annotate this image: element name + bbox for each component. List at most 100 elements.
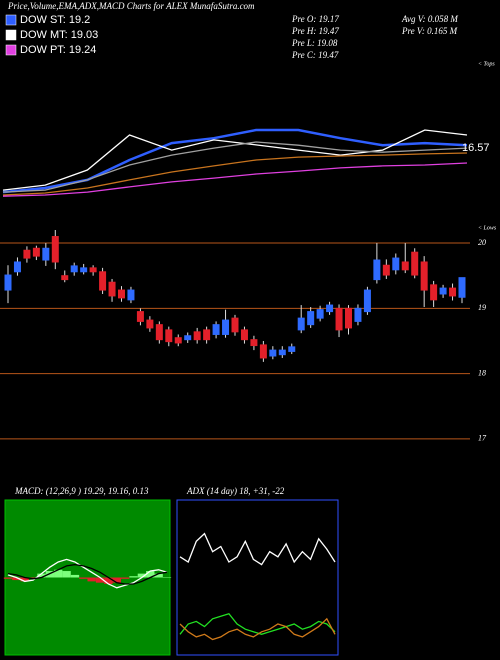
candle-body <box>335 307 343 331</box>
candle-body <box>99 271 107 291</box>
candle-body <box>89 267 97 273</box>
histogram-bar <box>70 574 80 578</box>
series-line <box>2 152 468 196</box>
candle-body <box>345 307 352 329</box>
histogram-bar <box>112 577 121 583</box>
histogram-bar <box>104 577 113 584</box>
series-line <box>179 617 336 641</box>
candle-body <box>297 317 305 331</box>
candle-body <box>326 304 334 313</box>
candle-body <box>23 249 31 259</box>
histogram-bar <box>3 577 13 579</box>
histogram-bar <box>95 577 105 583</box>
histogram-bar <box>162 577 172 578</box>
y-tick-label: 18 <box>478 368 486 377</box>
panel-background <box>176 499 339 656</box>
candle-body <box>250 339 258 347</box>
y-tick-label: 20 <box>478 238 486 247</box>
candle-body <box>392 257 400 271</box>
candle-body <box>401 261 409 271</box>
histogram-bar <box>79 577 88 579</box>
candle-body <box>373 259 381 281</box>
candle-body <box>155 324 163 341</box>
candle-body <box>212 324 220 335</box>
y-tick-label: 17 <box>478 434 487 443</box>
candle-body <box>307 311 315 326</box>
candle-body <box>4 274 12 291</box>
candle-body <box>269 349 277 357</box>
candle-body <box>51 236 59 263</box>
histogram-bar <box>87 577 96 582</box>
candle-body <box>118 289 125 299</box>
series-line <box>2 129 468 191</box>
legend-swatch <box>5 14 17 26</box>
candle-body <box>136 311 144 322</box>
series-line <box>2 141 468 193</box>
histogram-bar <box>20 577 29 582</box>
candle-body <box>354 307 362 322</box>
candle-body <box>70 265 78 273</box>
series-line <box>2 162 468 197</box>
candle-body <box>278 349 286 356</box>
candle-body <box>288 346 296 352</box>
histogram-bar <box>146 571 155 578</box>
y-tick-label: 19 <box>478 303 486 312</box>
candle-body <box>108 281 116 297</box>
candle-body <box>240 329 248 341</box>
legend-swatch <box>5 29 17 41</box>
stat-label: Pre V: 0.165 M <box>401 26 458 36</box>
histogram-bar <box>129 576 138 578</box>
histogram-bar <box>62 571 71 578</box>
legend-swatch <box>5 44 17 56</box>
annotation: < Lows <box>478 225 497 231</box>
legend-label: DOW MT: 19.03 <box>20 29 98 41</box>
candle-body <box>449 287 457 297</box>
stat-label: Pre C: 19.47 <box>291 50 339 60</box>
stat-label: Pre L: 19.08 <box>291 38 338 48</box>
candle-body <box>363 289 371 313</box>
series-line <box>179 532 336 566</box>
candle-body <box>382 264 390 276</box>
candle-body <box>259 344 267 359</box>
histogram-bar <box>37 573 46 578</box>
candle-body <box>127 289 135 301</box>
candle-body <box>32 247 40 257</box>
series-line <box>179 612 336 635</box>
candle-body <box>184 335 192 341</box>
candle-body <box>222 319 230 335</box>
legend-label: DOW PT: 19.24 <box>20 44 96 56</box>
stat-label: Pre H: 19.47 <box>291 26 339 36</box>
candle-body <box>231 317 239 333</box>
panel-title: ADX (14 day) 18, +31, -22 <box>186 486 285 496</box>
candle-body <box>80 267 88 273</box>
chart-title: Price,Volume,EMA,ADX,MACD Charts for ALE… <box>7 1 255 11</box>
series-line <box>7 563 168 585</box>
histogram-bar <box>12 577 21 581</box>
annotation: < Tops <box>478 61 495 67</box>
histogram-bar <box>137 573 147 578</box>
candle-body <box>420 261 428 291</box>
candle-body <box>165 329 173 343</box>
panel-title: MACD: (12,26,9 ) 19.29, 19.16, 0.13 <box>14 486 149 496</box>
candle-body <box>146 319 154 329</box>
candle-body <box>439 287 447 295</box>
candle-body <box>411 251 419 276</box>
candle-body <box>13 261 21 273</box>
candle-body <box>174 337 182 344</box>
legend-label: DOW ST: 19.2 <box>20 14 90 26</box>
histogram-bar <box>54 569 63 578</box>
annotation: 16.57 <box>462 142 490 154</box>
candle-body <box>42 247 50 261</box>
candle-body <box>430 284 438 301</box>
histogram-bar <box>154 573 163 578</box>
stat-label: Avg V: 0.058 M <box>401 14 458 24</box>
candle-body <box>458 277 466 298</box>
candle-body <box>61 275 69 281</box>
candle-body <box>193 331 201 341</box>
candle-body <box>203 329 211 341</box>
histogram-bar <box>120 577 130 579</box>
stat-label: Pre O: 19.17 <box>291 14 339 24</box>
candle-body <box>316 309 324 319</box>
